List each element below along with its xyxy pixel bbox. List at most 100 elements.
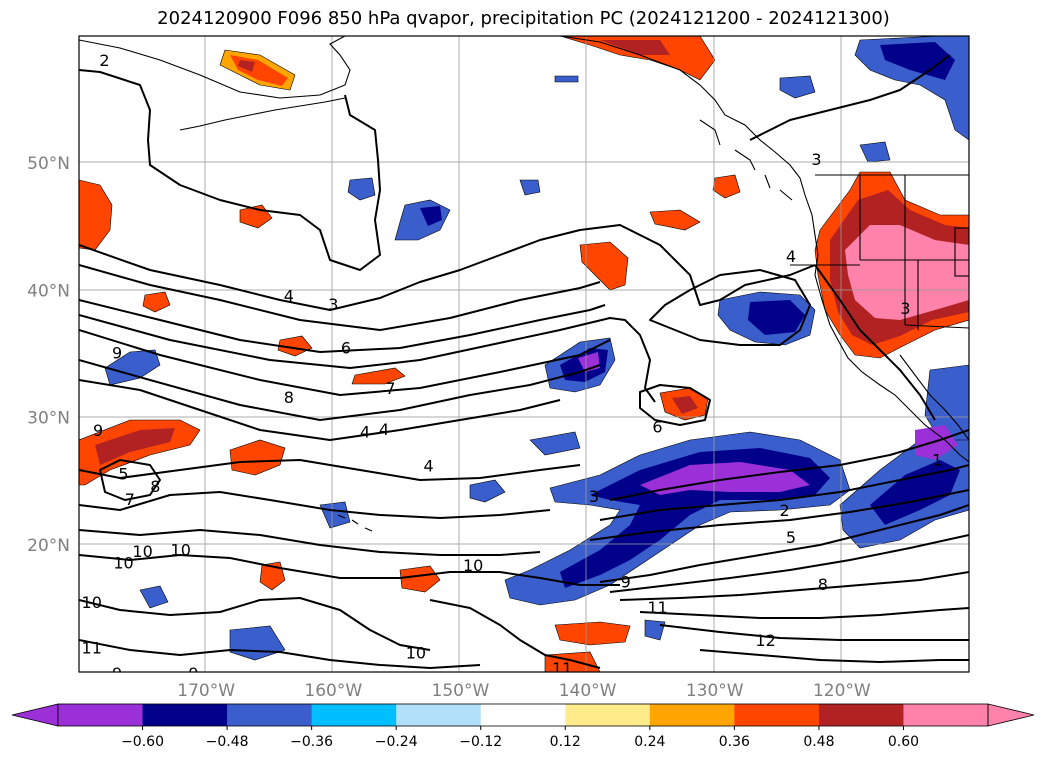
precip-positive-blob [554, 621, 631, 646]
colorbar-min-arrow [11, 703, 59, 727]
contour-south-west-loop [79, 597, 431, 651]
contour-label: 4 [786, 247, 796, 266]
precip-positive-blob [399, 565, 441, 593]
longitude-tick-label: 170°W [177, 681, 235, 701]
alaska-panhandle [559, 36, 969, 463]
contour-label: 9 [112, 344, 122, 363]
hawaii-islands [337, 514, 373, 532]
longitude-tick-label: 140°W [559, 681, 617, 701]
contour-label: 3 [811, 150, 821, 169]
contour-label: 6 [341, 338, 351, 357]
precip-positive-blob [351, 367, 406, 385]
contour-label: 4 [360, 422, 370, 441]
colorbar-segment [818, 704, 904, 726]
colorbar: −0.60 −0.48 −0.36 −0.24 −0.12 0.12 0.24 0.36 0.4… [11, 703, 1035, 750]
contour-label: 10 [171, 541, 191, 560]
state-borders [790, 175, 969, 330]
aleutian-chain [179, 97, 346, 131]
precip-negative-blob [779, 75, 816, 99]
contour-west-coast [814, 264, 936, 421]
island-coasts [699, 119, 793, 201]
contour-southern-4 [639, 607, 969, 619]
contour-10-wave [79, 459, 581, 481]
contour-label: 10 [406, 644, 426, 663]
contour-label: 3 [589, 487, 599, 506]
contour-east-band-3 [589, 489, 969, 541]
contour-3-upper [79, 224, 816, 311]
contour-east-lobe [749, 54, 951, 141]
longitude-labels: 170°W 160°W 150°W 140°W 130°W 120°W [177, 681, 871, 701]
contour-label: 12 [755, 631, 775, 650]
colorbar-tick-label: −0.36 [290, 734, 333, 750]
contour-label: 9 [93, 421, 103, 440]
contour-loop-6 [639, 384, 711, 426]
alaska-coast [79, 36, 351, 99]
state-box [954, 227, 969, 277]
precip-negative-blob [469, 479, 506, 503]
contour-9 [79, 379, 561, 441]
contour-subtropical-1 [79, 529, 541, 556]
colorbar-outline [57, 703, 989, 727]
contour-label: 10 [463, 556, 483, 575]
coastlines [79, 36, 969, 532]
precip-positive-blob [649, 209, 701, 231]
precip-negative-blob [139, 585, 169, 609]
contour-label: 9 [112, 664, 122, 683]
contour-label: 7 [385, 379, 395, 398]
latitude-tick-label: 30°N [27, 409, 70, 429]
colorbar-tick-label: −0.12 [459, 734, 502, 750]
colorbar-segment [142, 704, 228, 726]
contour-label: 11 [647, 598, 667, 617]
colorbar-segment [311, 704, 397, 726]
precip-negative-blob [319, 501, 351, 529]
contour-southern-2 [609, 534, 969, 593]
latitude-tick-label: 50°N [27, 154, 70, 174]
contour-label: 9 [188, 664, 198, 683]
precip-positive-blob [579, 241, 629, 291]
contour-label: 10 [82, 593, 102, 612]
contour-label: 5 [786, 528, 796, 547]
precip-positive-blob [229, 439, 286, 476]
colorbar-segment [734, 704, 820, 726]
contour-label: 2 [99, 51, 109, 70]
contour-east-band-1 [609, 429, 969, 501]
longitude-tick-label: 130°W [686, 681, 744, 701]
contour-label: 3 [900, 299, 910, 318]
precip-positive-blob [712, 174, 741, 199]
contour-south-loop-2 [79, 639, 481, 669]
map-frame [78, 35, 970, 673]
contour-label: 6 [652, 417, 662, 436]
contour-label: 3 [328, 295, 338, 314]
contour-label: 1 [932, 450, 942, 469]
precip-negative-blob [859, 141, 891, 163]
latitude-tick-label: 40°N [27, 281, 70, 301]
baja-coast [899, 354, 969, 441]
contour-8 [79, 359, 601, 421]
contour-4 [79, 264, 601, 331]
contour-11-wave [79, 491, 551, 519]
longitude-tick-label: 120°W [813, 681, 871, 701]
longitude-tick-label: 150°W [432, 681, 490, 701]
contour-7 [79, 329, 611, 396]
contour-label: 11 [82, 639, 102, 658]
contour-label: 5 [118, 464, 128, 483]
contour-label: 4 [284, 286, 294, 305]
precip-positive-blob [277, 335, 313, 357]
contour-southwest-small [99, 459, 161, 501]
plot-title: 2024120900 F096 850 hPa qvapor, precipit… [157, 8, 890, 29]
qvapor-contours [79, 54, 969, 669]
contour-east-band-2 [599, 464, 969, 521]
colorbar-tick-label: 0.36 [719, 734, 750, 750]
contour-label: 4 [379, 420, 389, 439]
map-gridlines [79, 36, 969, 672]
contour-2 [79, 69, 381, 271]
precip-negative-blob [529, 431, 581, 456]
contour-5 [79, 299, 606, 353]
precip-positive-blob [79, 179, 113, 251]
contour-label: 11 [552, 659, 572, 678]
contour-label: 4 [424, 457, 434, 476]
contour-label: 10 [132, 542, 152, 561]
contour-mid-loop [649, 269, 811, 346]
contour-label: 7 [125, 490, 135, 509]
